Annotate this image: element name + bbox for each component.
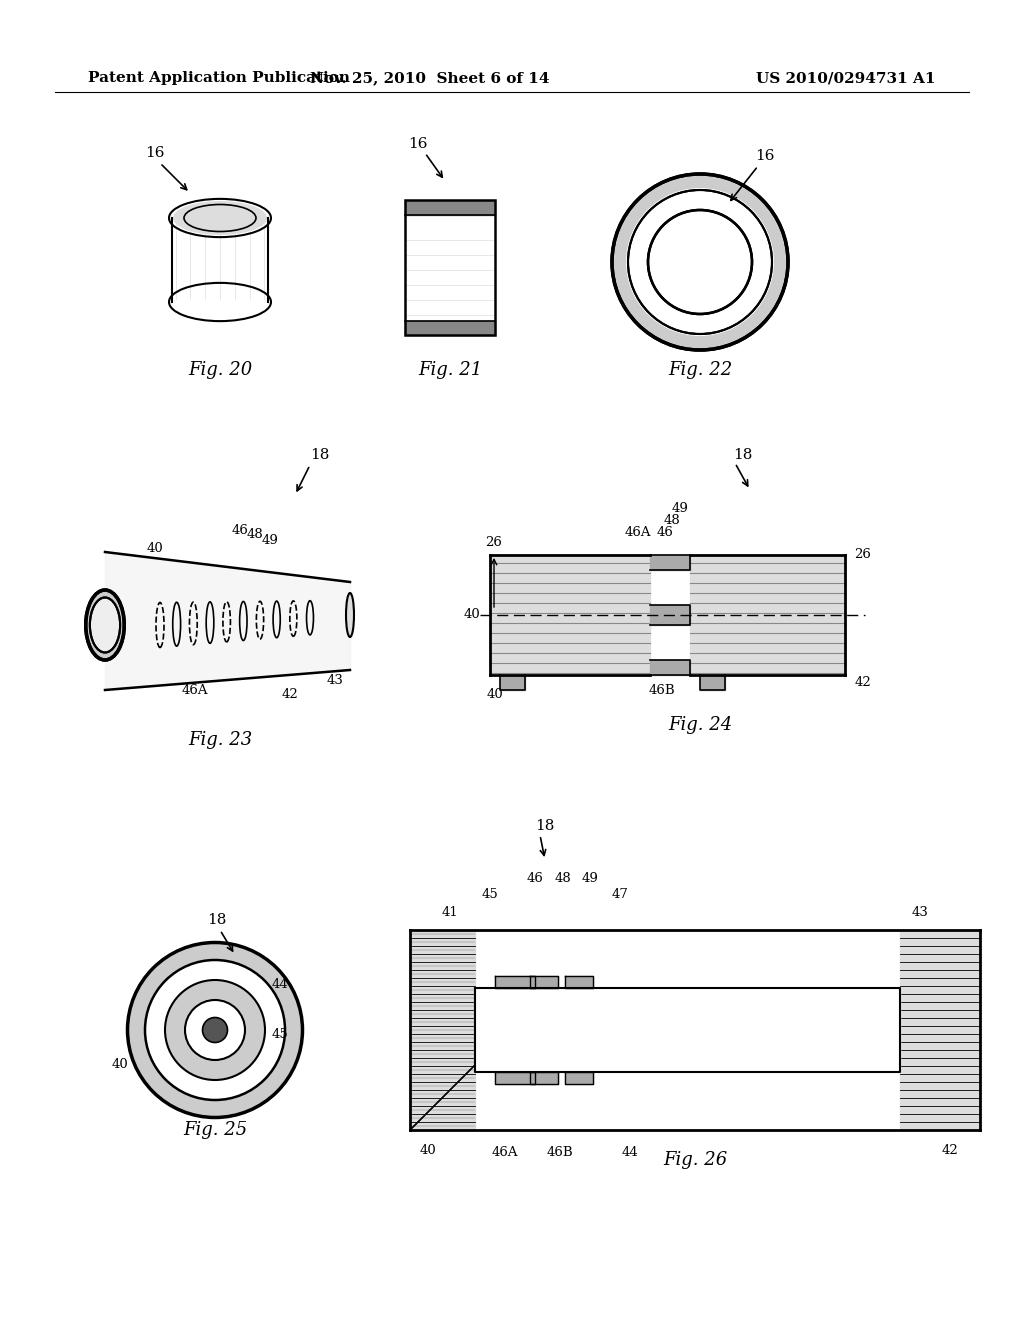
Text: Fig. 20: Fig. 20 <box>187 360 252 379</box>
Text: 44: 44 <box>622 1146 638 1159</box>
Text: 40: 40 <box>420 1143 436 1156</box>
Text: 42: 42 <box>855 676 871 689</box>
Text: 18: 18 <box>207 913 226 927</box>
Text: 46: 46 <box>526 871 544 884</box>
Text: 16: 16 <box>756 149 775 162</box>
Text: 43: 43 <box>327 673 343 686</box>
Text: 40: 40 <box>486 689 504 701</box>
Text: 16: 16 <box>409 137 428 150</box>
Text: 47: 47 <box>611 888 629 902</box>
Text: 40: 40 <box>146 541 164 554</box>
Text: 44: 44 <box>271 978 289 991</box>
Text: Fig. 23: Fig. 23 <box>187 731 252 748</box>
Ellipse shape <box>128 942 302 1118</box>
Text: Nov. 25, 2010  Sheet 6 of 14: Nov. 25, 2010 Sheet 6 of 14 <box>310 71 550 84</box>
Text: Fig. 26: Fig. 26 <box>663 1151 727 1170</box>
Ellipse shape <box>145 960 285 1100</box>
Ellipse shape <box>185 1001 245 1060</box>
Text: 18: 18 <box>536 818 555 833</box>
Text: Fig. 25: Fig. 25 <box>183 1121 247 1139</box>
Text: 41: 41 <box>441 906 459 919</box>
Text: 42: 42 <box>282 689 298 701</box>
Text: 16: 16 <box>145 147 165 160</box>
Text: 18: 18 <box>310 447 330 462</box>
Text: 48: 48 <box>555 871 571 884</box>
Text: 43: 43 <box>911 906 929 919</box>
Text: 46A: 46A <box>181 684 208 697</box>
Text: US 2010/0294731 A1: US 2010/0294731 A1 <box>757 71 936 84</box>
Ellipse shape <box>90 598 120 652</box>
Text: 40: 40 <box>112 1059 128 1072</box>
Text: 46: 46 <box>231 524 249 536</box>
Text: 48: 48 <box>247 528 263 541</box>
Text: 46A: 46A <box>492 1146 518 1159</box>
Text: 48: 48 <box>664 513 680 527</box>
Ellipse shape <box>346 593 354 638</box>
Text: Fig. 24: Fig. 24 <box>668 715 732 734</box>
Text: 40: 40 <box>464 609 480 622</box>
Text: 46B: 46B <box>648 684 675 697</box>
Text: 18: 18 <box>733 447 753 462</box>
Text: 26: 26 <box>485 536 503 549</box>
Text: 46B: 46B <box>547 1146 573 1159</box>
Ellipse shape <box>86 590 124 660</box>
Ellipse shape <box>165 979 265 1080</box>
Ellipse shape <box>203 1018 227 1043</box>
Text: 49: 49 <box>582 871 598 884</box>
Text: 42: 42 <box>942 1143 958 1156</box>
Text: 26: 26 <box>855 549 871 561</box>
Text: 49: 49 <box>261 533 279 546</box>
Text: Patent Application Publication: Patent Application Publication <box>88 71 350 84</box>
Ellipse shape <box>614 176 786 348</box>
Text: 45: 45 <box>481 888 499 902</box>
Text: 46A: 46A <box>625 527 651 540</box>
Text: 45: 45 <box>271 1028 289 1041</box>
Text: 49: 49 <box>672 502 688 515</box>
Ellipse shape <box>626 187 774 337</box>
Text: Fig. 21: Fig. 21 <box>418 360 482 379</box>
Text: 46: 46 <box>656 527 674 540</box>
Text: Fig. 22: Fig. 22 <box>668 360 732 379</box>
Ellipse shape <box>173 201 267 235</box>
